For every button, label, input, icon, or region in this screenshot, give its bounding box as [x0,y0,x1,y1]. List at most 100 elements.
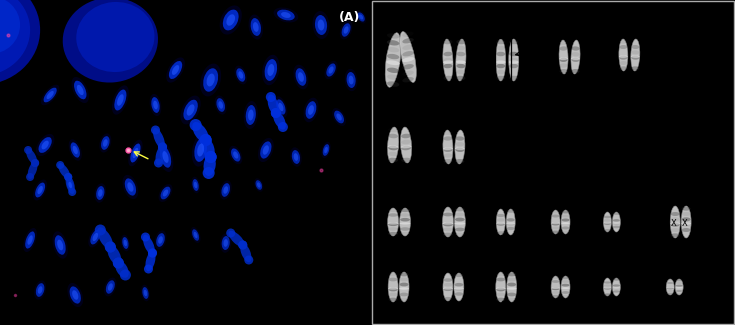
Ellipse shape [321,142,331,158]
Ellipse shape [197,143,204,157]
Ellipse shape [620,66,628,70]
Ellipse shape [551,291,559,294]
Ellipse shape [315,15,327,35]
Ellipse shape [71,77,89,103]
Ellipse shape [276,99,286,115]
Ellipse shape [612,222,620,224]
Ellipse shape [675,279,683,295]
Ellipse shape [318,20,324,31]
Ellipse shape [190,119,201,131]
Ellipse shape [57,240,63,250]
Ellipse shape [388,227,398,231]
Ellipse shape [123,240,127,246]
Ellipse shape [253,22,259,32]
Ellipse shape [507,273,516,276]
Ellipse shape [443,131,453,135]
Ellipse shape [509,64,518,68]
Text: 16: 16 [554,301,565,309]
Ellipse shape [200,134,212,146]
Ellipse shape [443,283,453,286]
Ellipse shape [279,103,284,111]
Ellipse shape [304,98,318,122]
Ellipse shape [256,180,262,190]
Ellipse shape [675,287,683,289]
Ellipse shape [666,287,674,289]
Ellipse shape [400,292,409,296]
Ellipse shape [506,227,514,230]
Ellipse shape [233,151,238,159]
Ellipse shape [401,140,411,144]
Ellipse shape [172,65,179,75]
Ellipse shape [619,55,628,58]
Ellipse shape [443,64,453,68]
Ellipse shape [125,178,136,196]
Ellipse shape [141,285,150,301]
Ellipse shape [27,235,33,245]
Ellipse shape [400,227,410,231]
Ellipse shape [455,213,465,216]
Ellipse shape [359,15,363,20]
Ellipse shape [184,100,198,120]
Ellipse shape [155,145,165,165]
Ellipse shape [401,158,411,162]
Ellipse shape [506,209,515,235]
Ellipse shape [181,96,201,124]
Ellipse shape [190,227,201,243]
Ellipse shape [25,231,35,249]
Ellipse shape [454,292,463,296]
Ellipse shape [122,237,129,249]
Ellipse shape [73,146,78,154]
Ellipse shape [153,101,158,109]
Ellipse shape [612,212,620,232]
Ellipse shape [620,40,628,44]
Ellipse shape [273,111,286,129]
Ellipse shape [31,159,39,167]
Text: 10: 10 [500,236,510,244]
Ellipse shape [342,23,351,37]
Ellipse shape [245,105,256,125]
Ellipse shape [454,222,465,225]
Ellipse shape [160,146,171,168]
Ellipse shape [443,58,453,62]
Ellipse shape [456,136,465,141]
Ellipse shape [223,10,239,31]
Ellipse shape [400,213,410,217]
Ellipse shape [387,68,399,73]
Ellipse shape [388,134,398,138]
Ellipse shape [496,288,505,292]
Ellipse shape [34,280,46,300]
Bar [495,38,511,82]
Ellipse shape [455,233,465,236]
Ellipse shape [105,241,116,253]
Ellipse shape [496,40,505,44]
Ellipse shape [456,52,465,56]
Ellipse shape [443,159,453,163]
Ellipse shape [93,233,98,241]
Ellipse shape [507,298,516,301]
Ellipse shape [54,235,65,255]
Ellipse shape [200,134,212,146]
Ellipse shape [509,60,519,64]
Ellipse shape [443,40,453,44]
Ellipse shape [121,235,130,251]
Ellipse shape [389,273,398,276]
Ellipse shape [620,61,628,65]
Ellipse shape [671,212,680,216]
Ellipse shape [667,290,674,292]
Ellipse shape [271,108,281,118]
Ellipse shape [631,39,640,71]
Ellipse shape [667,293,674,295]
Ellipse shape [68,283,83,307]
Ellipse shape [357,12,365,21]
Ellipse shape [562,211,570,214]
Ellipse shape [64,173,72,181]
Ellipse shape [229,146,243,164]
Ellipse shape [387,127,398,163]
Ellipse shape [551,276,560,298]
Text: 2: 2 [451,84,456,94]
Ellipse shape [443,297,453,300]
Ellipse shape [507,292,516,296]
Ellipse shape [345,69,357,91]
Ellipse shape [192,133,209,167]
Ellipse shape [400,222,411,225]
